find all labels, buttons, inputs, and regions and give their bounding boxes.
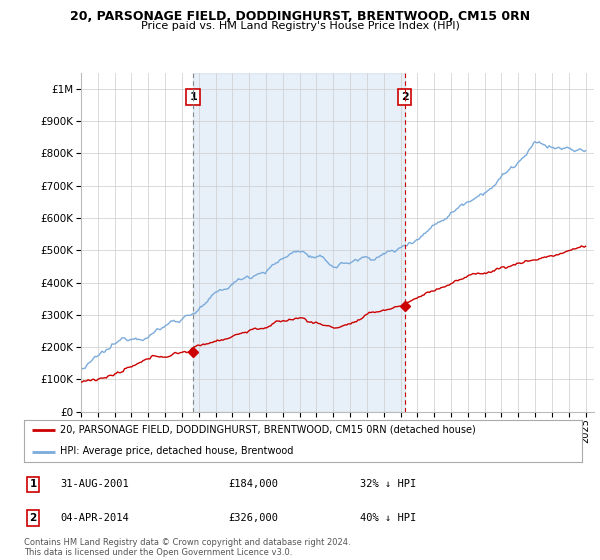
Text: HPI: Average price, detached house, Brentwood: HPI: Average price, detached house, Bren… (60, 446, 293, 456)
Text: Price paid vs. HM Land Registry's House Price Index (HPI): Price paid vs. HM Land Registry's House … (140, 21, 460, 31)
Text: 1: 1 (29, 479, 37, 489)
Text: 40% ↓ HPI: 40% ↓ HPI (360, 513, 416, 523)
Text: 20, PARSONAGE FIELD, DODDINGHURST, BRENTWOOD, CM15 0RN (detached house): 20, PARSONAGE FIELD, DODDINGHURST, BRENT… (60, 424, 476, 435)
Text: £184,000: £184,000 (228, 479, 278, 489)
Text: 2: 2 (401, 92, 409, 102)
Bar (193, 73, 405, 412)
Text: 20, PARSONAGE FIELD, DODDINGHURST, BRENTWOOD, CM15 0RN: 20, PARSONAGE FIELD, DODDINGHURST, BRENT… (70, 10, 530, 23)
Text: 1: 1 (189, 92, 197, 102)
Text: £326,000: £326,000 (228, 513, 278, 523)
Text: 31-AUG-2001: 31-AUG-2001 (60, 479, 129, 489)
Text: 2: 2 (29, 513, 37, 523)
Text: 04-APR-2014: 04-APR-2014 (60, 513, 129, 523)
Text: Contains HM Land Registry data © Crown copyright and database right 2024.
This d: Contains HM Land Registry data © Crown c… (24, 538, 350, 557)
Text: 32% ↓ HPI: 32% ↓ HPI (360, 479, 416, 489)
